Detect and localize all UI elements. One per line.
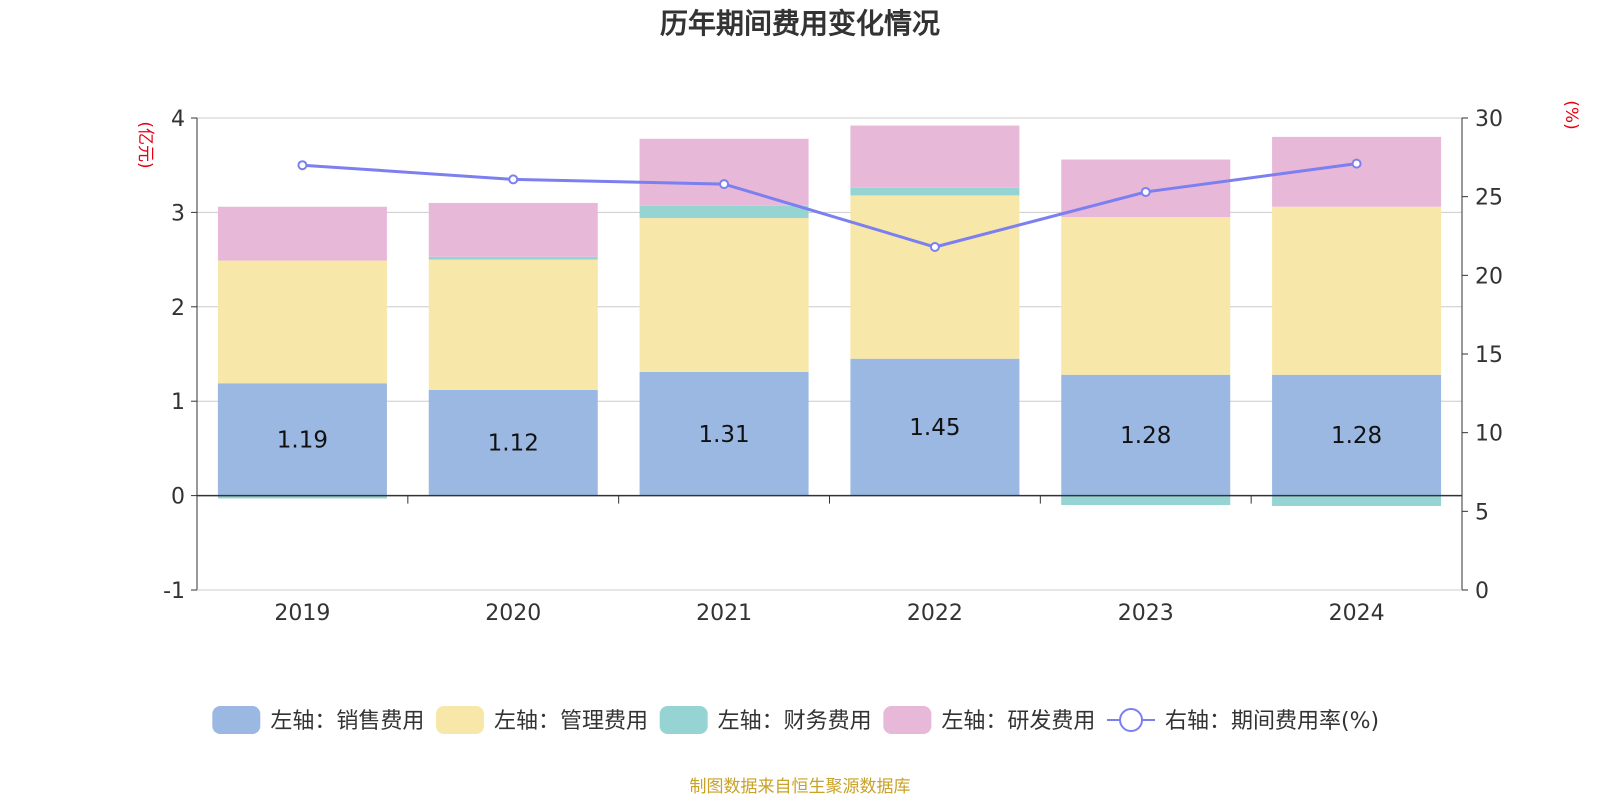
legend-label: 右轴：期间费用率(%) [1165, 709, 1379, 734]
bar-value-label: 1.31 [698, 422, 749, 448]
rate-point [719, 179, 730, 190]
legend-swatch [883, 706, 932, 734]
legend-marker [1119, 708, 1144, 732]
rate-line [297, 158, 1362, 253]
right-axis-unit: (%) [1561, 100, 1581, 129]
rate-line-path [302, 162, 1357, 249]
right-axis-tick-label: 10 [1475, 422, 1503, 447]
legend-swatch [659, 706, 708, 734]
x-axis-tick-label: 2023 [1118, 601, 1174, 626]
x-axis-tick-label: 2021 [696, 601, 752, 626]
legend-item: 左轴：管理费用 [436, 706, 648, 734]
bar-segment [217, 206, 387, 261]
bar-segment [850, 187, 1020, 196]
left-axis-tick-label: 0 [171, 485, 185, 510]
left-axis-tick-label: -1 [163, 579, 185, 604]
bar-segment [217, 383, 387, 496]
right-axis-tick-label: 15 [1475, 343, 1503, 368]
chart-title: 历年期间费用变化情况 [660, 7, 940, 40]
rate-point [929, 242, 940, 253]
rate-point [1351, 158, 1362, 169]
left-axis-unit: (亿元) [135, 121, 155, 168]
bar-segment [850, 125, 1020, 188]
right-axis-tick-label: 20 [1475, 264, 1503, 289]
bar-value-label: 1.19 [277, 427, 328, 453]
legend-label: 左轴：销售费用 [270, 709, 424, 734]
right-axis-tick-label: 5 [1475, 500, 1489, 525]
bar-segment [639, 138, 809, 206]
x-axis-tick-label: 2024 [1329, 601, 1385, 626]
source-note: 制图数据来自恒生聚源数据库 [690, 777, 911, 797]
legend-item: 左轴：研发费用 [883, 706, 1095, 734]
bar-segment [428, 202, 598, 257]
rate-point [508, 174, 519, 185]
legend-label: 左轴：财务费用 [718, 709, 872, 734]
bar-segment [428, 259, 598, 390]
axes: -1 0 1 2 3 4 0 5 10 15 20 25 30 2019 2020 2021 2022 2023 2… [163, 107, 1503, 626]
bar-value-label: 1.12 [488, 431, 539, 457]
bar-segment [1061, 495, 1231, 506]
left-axis-tick-label: 3 [171, 201, 185, 226]
right-axis-tick-label: 25 [1475, 186, 1503, 211]
bar-segment [1061, 217, 1231, 375]
legend-item: 左轴：销售费用 [212, 706, 424, 734]
bar-segment [1272, 374, 1442, 496]
bar-segment [850, 195, 1020, 359]
bar-value-label: 1.28 [1331, 423, 1382, 449]
bar-value-label: 1.45 [909, 415, 960, 441]
x-axis-tick-label: 2020 [485, 601, 541, 626]
bar-value-label: 1.28 [1120, 423, 1171, 449]
bars [217, 125, 1442, 506]
right-axis-tick-label: 30 [1475, 107, 1503, 132]
bar-segment [217, 495, 387, 499]
bar-segment [428, 389, 598, 496]
legend-swatch [212, 706, 261, 734]
bar-segment [639, 218, 809, 372]
left-axis-tick-label: 4 [171, 107, 185, 132]
bar-segment [1272, 495, 1442, 506]
right-axis-tick-label: 0 [1475, 579, 1489, 604]
legend-label: 左轴：研发费用 [941, 709, 1095, 734]
left-axis-tick-label: 2 [171, 296, 185, 321]
bar-segment [639, 371, 809, 496]
bar-segment [850, 358, 1020, 496]
legend: 左轴：销售费用 左轴：管理费用 左轴：财务费用 左轴：研发费用 右轴：期间费用率(%) [212, 706, 1379, 734]
rate-point [297, 160, 308, 171]
legend-swatch [436, 706, 484, 734]
x-axis-tick-label: 2019 [274, 601, 330, 626]
x-axis-tick-label: 2022 [907, 601, 963, 626]
rate-point [1140, 186, 1151, 197]
legend-label: 左轴：管理费用 [494, 709, 648, 734]
data-labels: 1.19 1.12 1.31 1.45 1.28 1.28 [277, 415, 1382, 457]
legend-item: 左轴：财务费用 [659, 706, 872, 734]
bar-segment [428, 256, 598, 260]
legend-item: 右轴：期间费用率(%) [1107, 708, 1379, 734]
bar-segment [217, 260, 387, 384]
left-axis-tick-label: 1 [171, 390, 185, 415]
bar-segment [1272, 206, 1442, 375]
bar-segment [1061, 374, 1231, 496]
bar-segment [639, 205, 809, 219]
